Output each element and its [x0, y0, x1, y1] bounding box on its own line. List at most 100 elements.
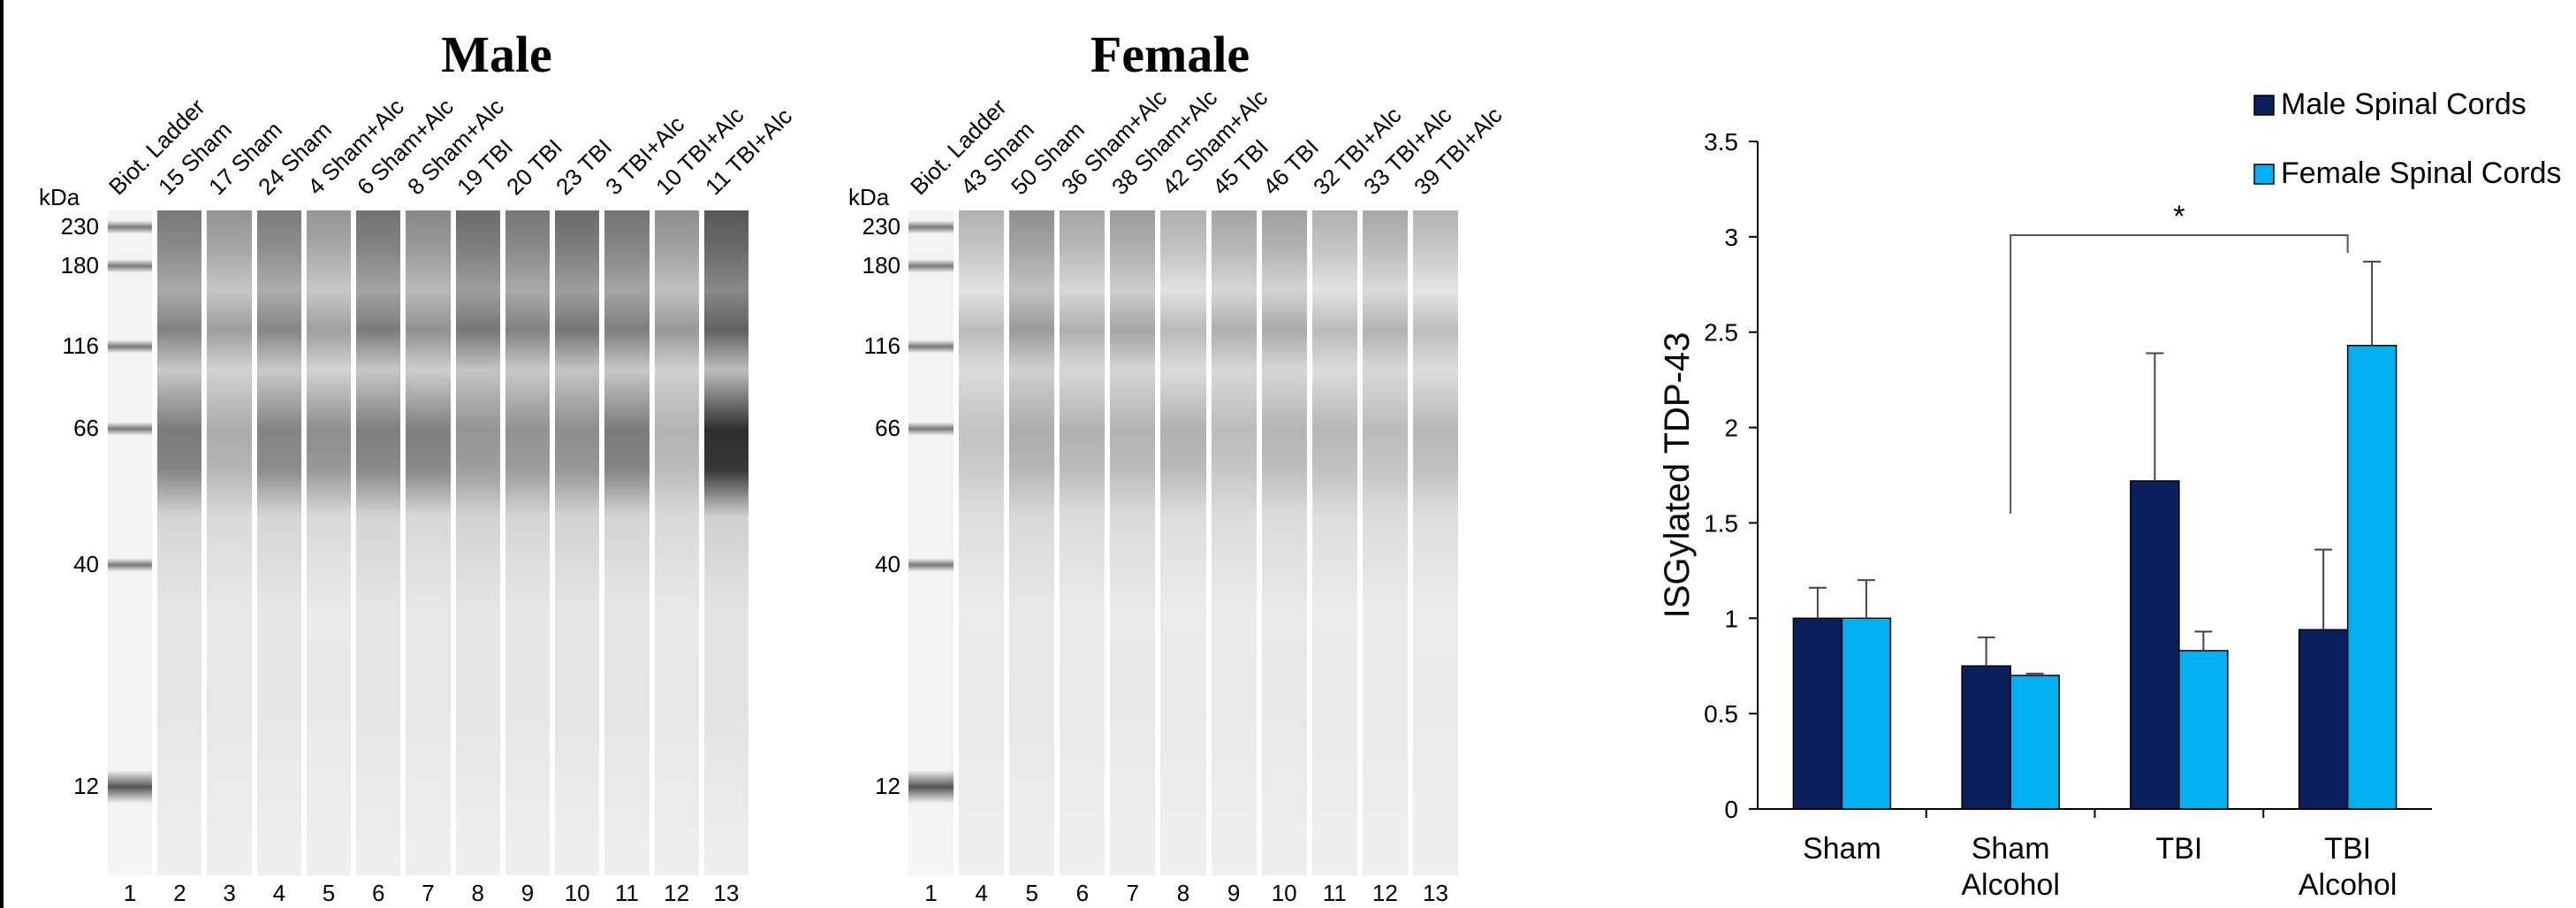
significance-label: *	[2173, 200, 2185, 233]
sample-lane	[207, 210, 252, 875]
lane-number: 13	[713, 880, 740, 906]
legend-label: Female Spinal Cords	[2281, 156, 2561, 190]
lane-number: 3	[223, 880, 236, 906]
lane-number: 8	[471, 880, 484, 906]
lane-number: 5	[1025, 880, 1038, 906]
marker-label: 180	[60, 252, 99, 279]
bar	[2346, 345, 2397, 810]
sample-lane	[1160, 210, 1206, 875]
sample-lane	[455, 210, 500, 875]
lane-number: 12	[1372, 880, 1398, 906]
sample-lane	[604, 210, 650, 875]
lane-number: 6	[372, 880, 385, 906]
female-title: Female	[1090, 26, 1250, 83]
sample-lane	[505, 210, 551, 875]
sample-lane	[256, 210, 301, 875]
marker-label: 230	[60, 213, 99, 240]
lane-number: 10	[1271, 880, 1297, 906]
lane-number: 6	[1075, 880, 1090, 906]
legend-swatch	[2253, 164, 2275, 185]
legend-swatch	[2253, 95, 2275, 116]
error-bar	[1857, 579, 1875, 619]
ladder-lane	[108, 210, 153, 875]
lane-number: 4	[272, 880, 286, 906]
sample-lane	[1211, 210, 1257, 875]
sample-lane	[654, 210, 699, 875]
sample-lane	[1060, 210, 1106, 875]
lane-number: 2	[173, 880, 186, 906]
y-tick-label: 2	[1724, 415, 1738, 442]
sample-lane	[1362, 210, 1408, 875]
bar	[2178, 650, 2229, 810]
lane-number: 9	[521, 880, 535, 906]
marker-label: 12	[875, 773, 900, 799]
lane-number: 8	[1176, 880, 1190, 906]
marker-label: 230	[862, 213, 900, 240]
ladder-lane	[908, 210, 954, 875]
y-tick-label: 0	[1724, 796, 1738, 823]
error-bar	[1808, 586, 1827, 619]
significance-bracket	[2010, 234, 2349, 514]
error-bar	[2194, 630, 2213, 651]
unit-label: kDa	[39, 184, 80, 210]
sample-lane	[356, 210, 401, 875]
marker-label: 66	[73, 415, 99, 441]
sample-lane	[1009, 210, 1055, 875]
sample-lane	[406, 210, 451, 875]
sample-lane	[1110, 210, 1156, 875]
lane-number: 13	[1422, 880, 1448, 906]
marker-label: 12	[73, 773, 99, 799]
x-tick-label: TBI	[2155, 832, 2203, 866]
marker-label: 116	[863, 332, 900, 359]
marker-label: 40	[875, 551, 900, 577]
sample-lane	[555, 210, 600, 875]
chart: 0 0.5 1 1.5 2 2.5 3 3.5 ISGylated TDP-43 * Male Sp…	[1658, 88, 2561, 823]
unit-label: kDa	[848, 184, 890, 210]
lane-number: 7	[422, 880, 435, 906]
bar	[2130, 480, 2180, 810]
bar	[2010, 675, 2060, 810]
x-tick-label: TBI Alcohol	[2298, 832, 2397, 902]
y-axis-title: ISGylated TDP-43	[1658, 332, 1697, 619]
lane-number: 4	[975, 880, 988, 906]
lane-number: 9	[1227, 880, 1241, 906]
bar	[1961, 665, 2011, 810]
error-bar	[2314, 548, 2333, 630]
x-tick-label: Sham Alcohol	[1961, 832, 2060, 902]
y-tick-label: 3	[1724, 224, 1738, 251]
error-bar	[1977, 636, 1995, 667]
error-bar	[2363, 260, 2382, 346]
sample-lane	[959, 210, 1005, 875]
error-bar	[2146, 352, 2164, 481]
y-tick-label: 2.5	[1704, 319, 1738, 347]
lane-number: 5	[322, 880, 336, 906]
marker-label: 66	[875, 415, 900, 441]
male-title: Male	[441, 26, 552, 83]
y-tick-label: 1.5	[1704, 509, 1738, 537]
lane-number: 10	[564, 880, 590, 906]
lane-number: 7	[1126, 880, 1140, 906]
bar	[1841, 617, 1892, 810]
sample-lane	[703, 210, 748, 875]
y-tick-label: 1	[1724, 605, 1738, 632]
sample-lane	[1311, 210, 1357, 875]
bar	[1792, 617, 1843, 810]
lane-number: 11	[614, 880, 639, 906]
marker-label: 180	[862, 252, 900, 279]
lane-number: 11	[1322, 880, 1347, 906]
legend-label: Male Spinal Cords	[2281, 88, 2527, 121]
x-tick-label: Sham	[1802, 832, 1881, 866]
sample-lane	[1412, 210, 1458, 875]
sample-lane	[306, 210, 352, 875]
lane-number: 1	[123, 880, 137, 906]
lane-number: 1	[924, 880, 938, 906]
sample-lane	[157, 210, 202, 875]
y-tick-label: 0.5	[1704, 700, 1738, 728]
error-bar	[2025, 672, 2044, 675]
bar	[2298, 629, 2349, 810]
lane-number: 12	[664, 880, 690, 906]
y-tick-label: 3.5	[1704, 128, 1738, 156]
marker-label: 40	[73, 551, 99, 577]
marker-label: 116	[62, 332, 99, 359]
